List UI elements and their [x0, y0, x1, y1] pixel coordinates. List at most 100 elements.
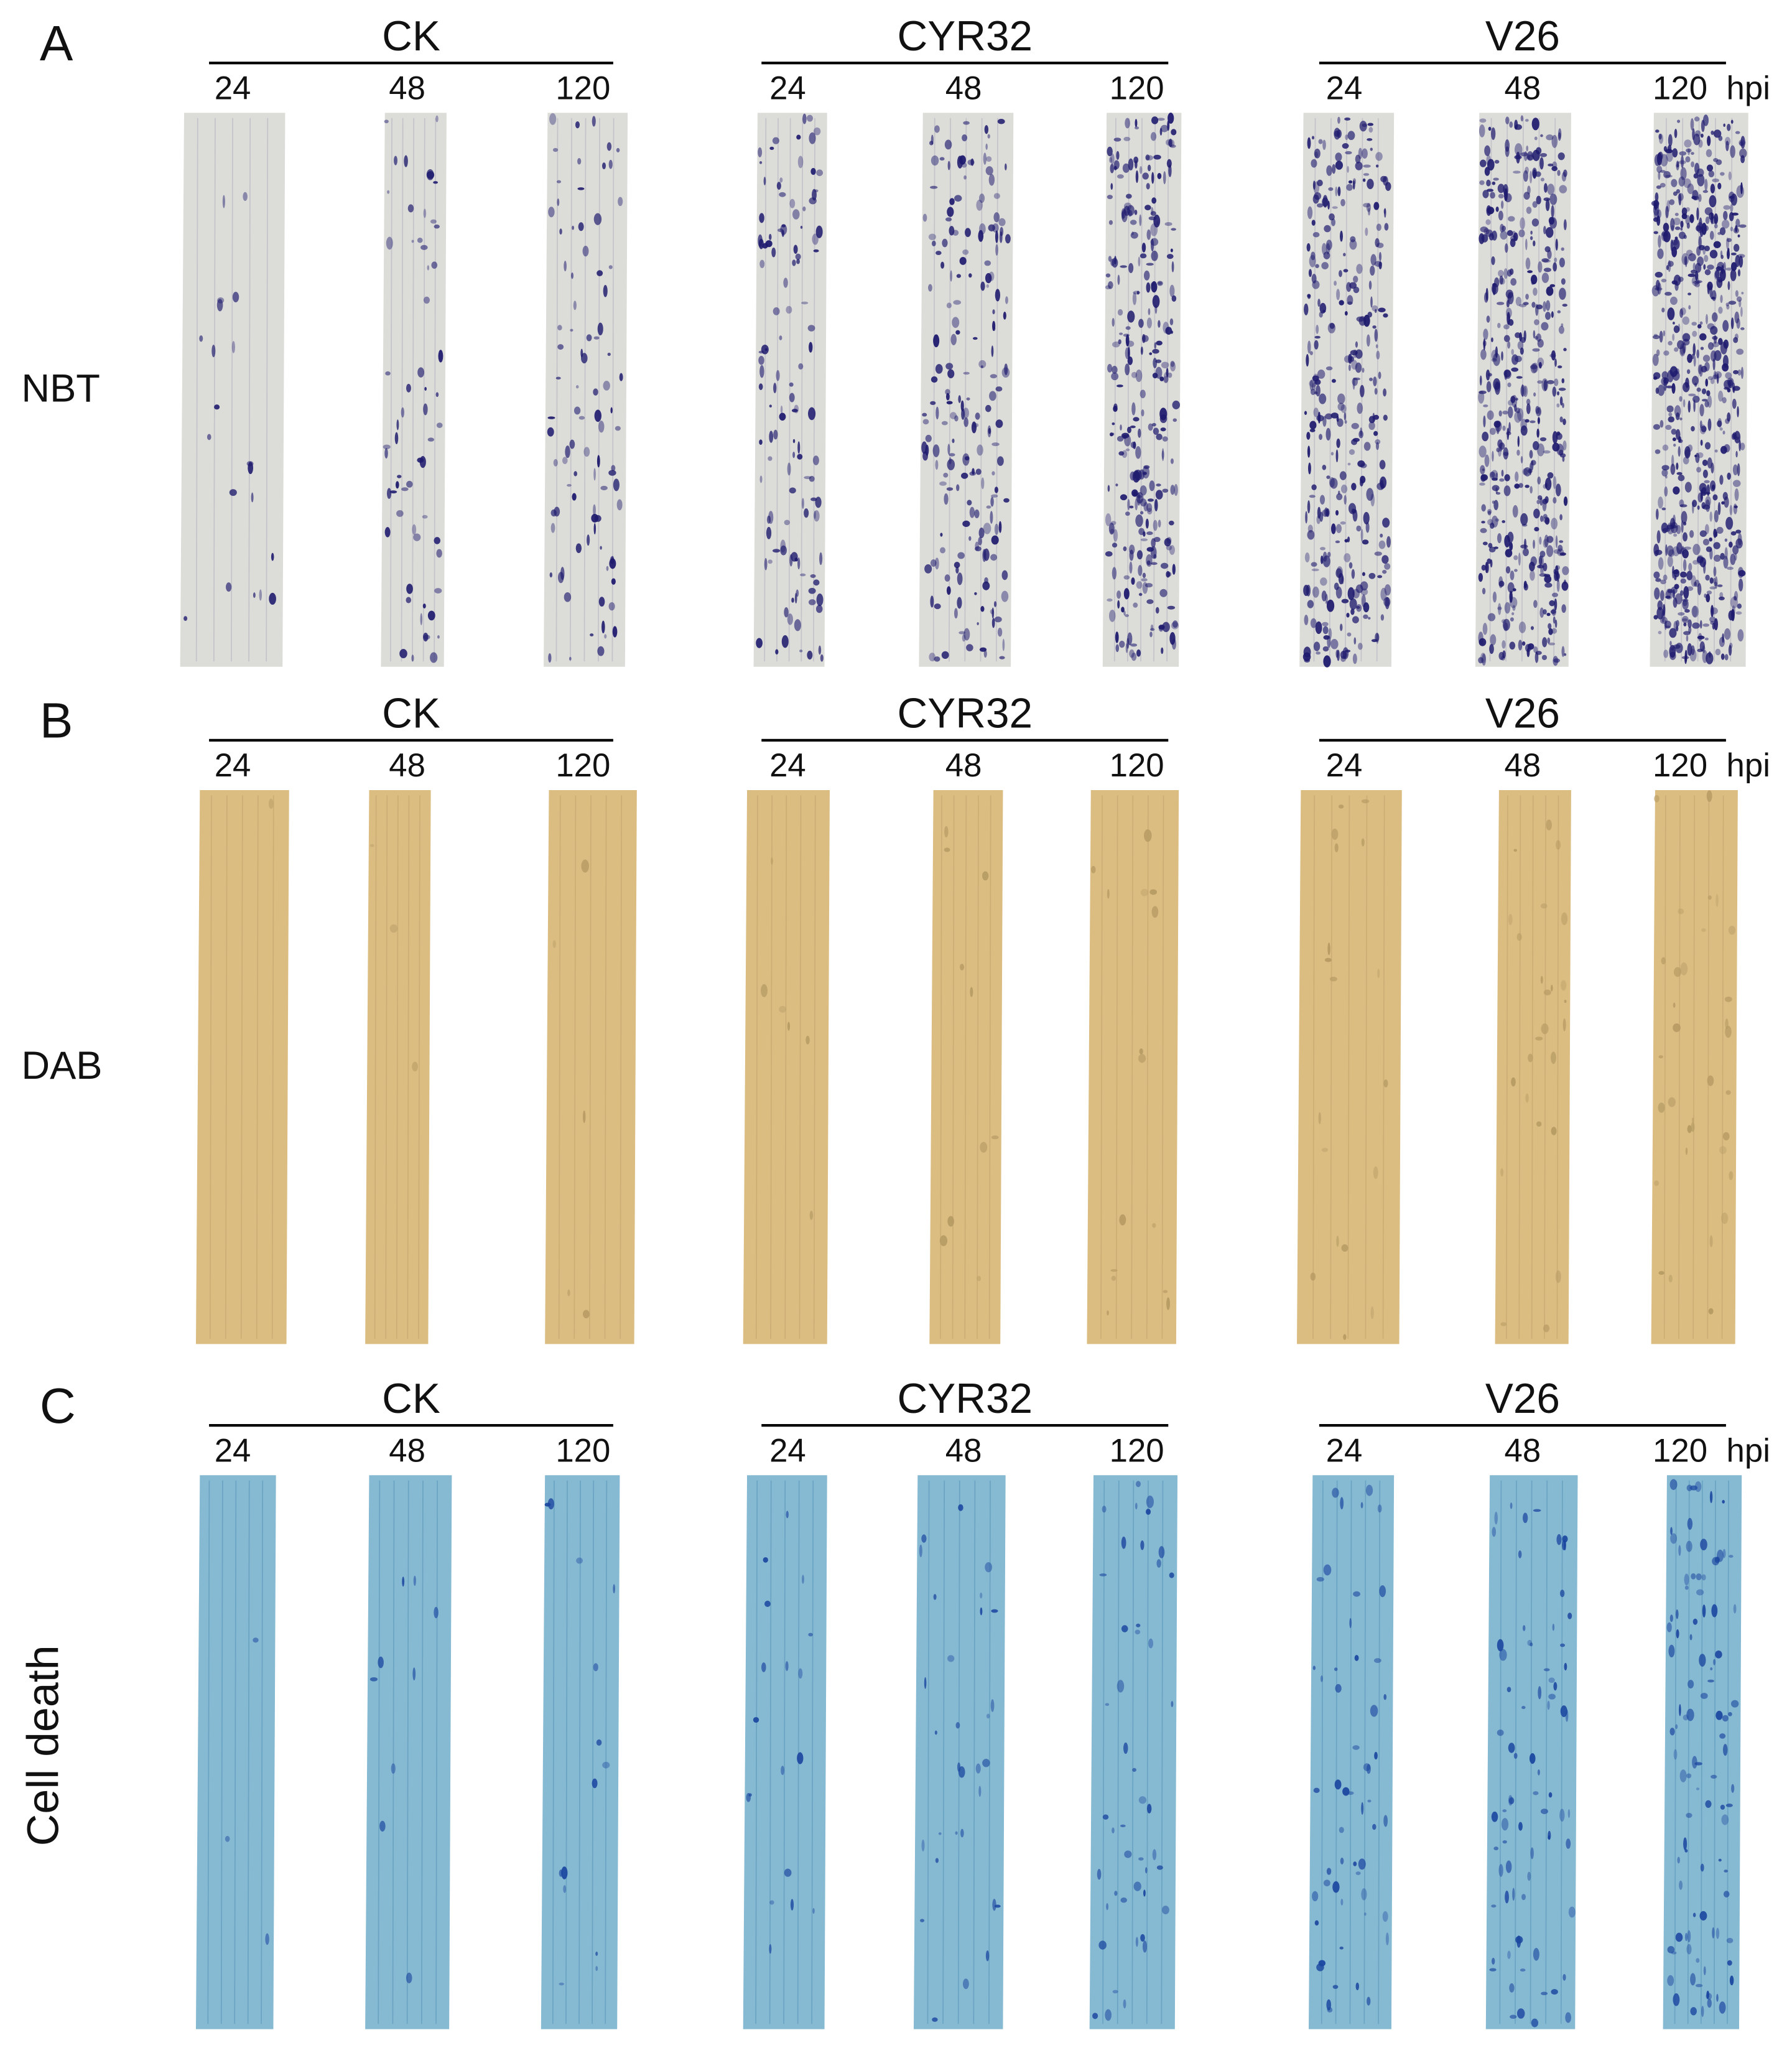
stain-spot	[1679, 343, 1686, 355]
stain-spot	[1665, 544, 1668, 556]
stain-spot	[1665, 595, 1671, 599]
stain-spot	[1312, 180, 1316, 190]
stain-spot	[1500, 1168, 1504, 1177]
stain-spot	[1486, 155, 1491, 165]
stain-spot	[1526, 398, 1531, 405]
stain-spot	[1505, 116, 1510, 124]
stain-spot	[1496, 447, 1500, 452]
stain-spot	[581, 859, 590, 873]
stain-spot	[1489, 427, 1496, 435]
stain-spot	[1132, 292, 1137, 305]
stain-spot	[963, 417, 968, 427]
stain-spot	[977, 622, 979, 625]
time-label: 120	[1653, 747, 1707, 784]
stain-spot	[378, 1656, 384, 1669]
stain-spot	[1708, 651, 1711, 658]
stain-spot	[952, 438, 955, 444]
stain-spot	[1092, 2013, 1098, 2019]
stain-spot	[1335, 161, 1344, 170]
stain-spot	[1696, 1958, 1700, 1963]
stain-spot	[1664, 292, 1672, 296]
stain-spot	[1337, 186, 1341, 197]
stain-spot	[933, 1594, 937, 1600]
stain-spot	[1682, 618, 1688, 622]
stain-spot	[1492, 282, 1497, 287]
stain-spot	[1383, 597, 1391, 607]
stain-spot	[1561, 581, 1569, 591]
stain-spot	[1330, 452, 1334, 456]
stain-spot	[1512, 588, 1516, 592]
stain-spot	[1344, 420, 1347, 424]
stain-spot	[1548, 1792, 1553, 1798]
stain-spot	[1352, 437, 1360, 442]
stain-spot	[1135, 170, 1139, 184]
stain-spot	[1718, 338, 1723, 345]
stain-spot	[1683, 178, 1691, 189]
stain-spot	[1321, 1148, 1329, 1152]
stain-spot	[1547, 1700, 1550, 1710]
stain-spot	[1702, 190, 1709, 193]
stain-spot	[1363, 602, 1370, 613]
stain-spot	[1691, 1573, 1696, 1580]
stain-spot	[1710, 378, 1715, 384]
stain-spot	[1316, 414, 1324, 422]
stain-spot	[981, 477, 985, 490]
stain-spot	[1508, 399, 1514, 406]
stain-spot	[1690, 2007, 1697, 2016]
stain-spot	[424, 386, 427, 391]
stain-spot	[1563, 169, 1567, 177]
stain-spot	[569, 656, 572, 661]
stain-spot	[1510, 570, 1515, 580]
stain-spot	[1549, 193, 1558, 205]
stain-spot	[753, 1716, 759, 1723]
stain-spot	[1706, 1993, 1712, 2000]
stain-spot	[1505, 146, 1510, 157]
stain-spot	[1320, 555, 1324, 564]
stain-spot	[1502, 1809, 1507, 1812]
stain-spot	[779, 412, 786, 421]
stain-spot	[1315, 264, 1319, 268]
stain-spot	[1678, 612, 1685, 616]
stain-spot	[1322, 626, 1329, 635]
stain-spot	[1335, 449, 1339, 463]
stain-spot	[1339, 270, 1342, 277]
stain-spot	[1135, 446, 1141, 459]
stain-spot	[394, 432, 399, 445]
stain-spot	[564, 592, 572, 602]
stain-spot	[1525, 485, 1530, 488]
stain-spot	[1367, 1799, 1372, 1803]
stain-spot	[922, 213, 927, 222]
stain-spot	[1352, 180, 1355, 190]
stain-spot	[1655, 271, 1663, 278]
stain-spot	[1166, 254, 1174, 259]
stain-spot	[1679, 346, 1686, 356]
stain-spot	[1661, 469, 1668, 477]
stain-spot	[1682, 532, 1688, 542]
stain-spot	[1479, 118, 1487, 123]
leaf-vein	[396, 795, 399, 1339]
stain-spot	[1709, 195, 1717, 208]
leaf-vein	[1363, 1480, 1367, 2024]
stain-spot	[1504, 193, 1512, 203]
stain-spot	[1565, 2012, 1571, 2023]
stain-spot	[1679, 1704, 1681, 1716]
stain-spot	[253, 1637, 259, 1643]
stain-spot	[1668, 416, 1675, 423]
stain-spot	[1728, 926, 1736, 935]
stain-spot	[561, 1866, 568, 1879]
stain-spot	[1538, 261, 1543, 273]
stain-spot	[1731, 1784, 1735, 1793]
stain-spot	[1107, 364, 1113, 373]
stain-spot	[1731, 433, 1735, 440]
stain-spot	[1737, 234, 1740, 238]
stain-spot	[809, 475, 815, 482]
stain-spot	[1518, 229, 1525, 238]
stain-spot	[1117, 590, 1121, 599]
stain-spot	[1531, 118, 1539, 131]
stain-spot	[1690, 1973, 1696, 1986]
stain-spot	[1703, 264, 1706, 270]
stain-spot	[1713, 371, 1717, 379]
stain-spot	[992, 309, 995, 315]
leaf-vein	[932, 118, 935, 662]
time-label: 24	[1326, 1432, 1363, 1469]
